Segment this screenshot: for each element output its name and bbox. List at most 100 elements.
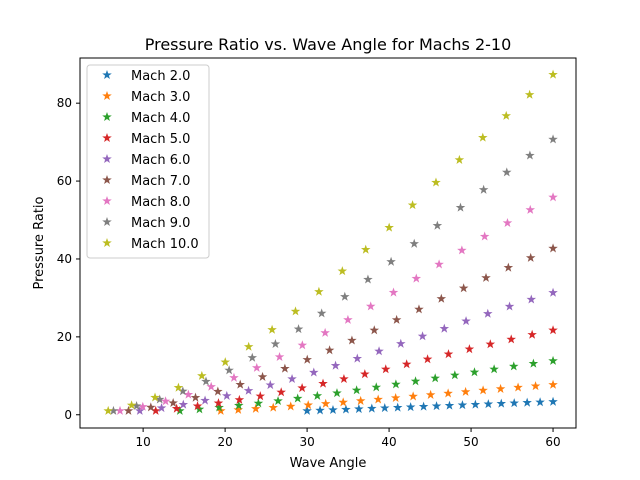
data-point [432, 220, 443, 230]
data-point [457, 400, 468, 410]
data-point [252, 362, 262, 372]
data-point [320, 398, 331, 408]
legend-marker [102, 238, 112, 248]
y-axis: 0 20 40 60 80 [57, 96, 80, 422]
data-point [360, 369, 370, 379]
data-point [418, 401, 429, 411]
data-point [496, 398, 507, 408]
data-point [548, 287, 558, 297]
legend-label: Mach 7.0 [131, 174, 190, 189]
data-point [458, 283, 469, 293]
data-point [454, 154, 465, 164]
series-9 [103, 69, 558, 415]
data-point [268, 402, 278, 412]
data-point [273, 395, 283, 406]
data-point [297, 340, 308, 350]
data-point [535, 397, 545, 407]
data-point [234, 394, 245, 404]
data-point [343, 314, 353, 324]
data-point [444, 400, 455, 410]
data-point [339, 373, 349, 384]
data-point [214, 402, 224, 412]
x-tick-label: 10 [135, 435, 150, 449]
y-axis-label: Pressure Ratio [32, 196, 47, 289]
data-point [314, 286, 324, 296]
y-tick-label: 40 [57, 252, 72, 266]
data-point [324, 345, 335, 355]
data-point [369, 325, 380, 335]
data-point [513, 382, 523, 392]
data-point [229, 372, 239, 382]
data-point [255, 391, 266, 401]
data-point [528, 358, 539, 368]
legend-marker [102, 112, 112, 122]
legend-marker [102, 175, 112, 185]
data-point [489, 364, 499, 374]
data-point [464, 344, 475, 354]
data-point [391, 379, 401, 389]
data-point [337, 266, 348, 276]
data-point [285, 401, 296, 411]
data-point [274, 351, 285, 361]
data-point [548, 325, 558, 335]
data-point [224, 365, 234, 375]
legend-marker [102, 154, 112, 164]
data-point [417, 331, 428, 341]
data-point [276, 387, 286, 397]
data-point [168, 397, 178, 408]
data-point [408, 391, 418, 401]
data-layer [103, 69, 558, 415]
data-point [115, 405, 125, 415]
data-point [156, 403, 167, 413]
x-tick-label: 50 [463, 435, 478, 449]
data-point [439, 323, 450, 333]
data-point [525, 150, 535, 160]
series-6 [123, 243, 558, 415]
data-point [405, 402, 416, 412]
legend-marker [102, 196, 112, 206]
data-point [138, 401, 148, 411]
data-point [213, 398, 224, 408]
data-point [548, 69, 558, 79]
data-point [280, 363, 290, 373]
data-point [332, 388, 342, 398]
data-point [392, 402, 403, 412]
x-tick-label: 20 [217, 435, 232, 449]
data-point [355, 395, 366, 405]
y-tick-label: 20 [57, 330, 72, 344]
data-point [483, 399, 494, 409]
x-tick-label: 60 [545, 435, 560, 449]
data-point [431, 177, 441, 187]
data-point [478, 132, 488, 142]
legend-box [86, 64, 210, 259]
series-3 [175, 355, 558, 415]
data-point [525, 204, 536, 214]
y-tick-label: 80 [57, 96, 72, 110]
data-point [524, 89, 535, 99]
y-tick-label: 0 [64, 408, 72, 422]
data-point [509, 361, 519, 371]
data-point [434, 259, 444, 269]
data-point [234, 400, 244, 410]
data-point [213, 386, 223, 396]
data-point [154, 394, 165, 404]
legend-label: Mach 9.0 [131, 216, 190, 231]
chart-title: Pressure Ratio vs. Wave Angle for Machs … [145, 35, 512, 54]
data-point [548, 396, 558, 406]
data-point [315, 405, 325, 415]
data-point [297, 383, 307, 393]
data-point [347, 335, 357, 345]
data-point [235, 379, 245, 389]
data-point [175, 405, 185, 415]
data-point [422, 354, 433, 364]
data-point [178, 386, 188, 396]
data-point [386, 256, 396, 266]
legend-label: Mach 6.0 [131, 153, 190, 168]
legend-label: Mach 10.0 [131, 237, 199, 252]
data-point [483, 308, 493, 318]
data-point [506, 334, 516, 344]
data-point [478, 184, 489, 194]
data-point [341, 404, 351, 414]
data-point [443, 388, 453, 398]
